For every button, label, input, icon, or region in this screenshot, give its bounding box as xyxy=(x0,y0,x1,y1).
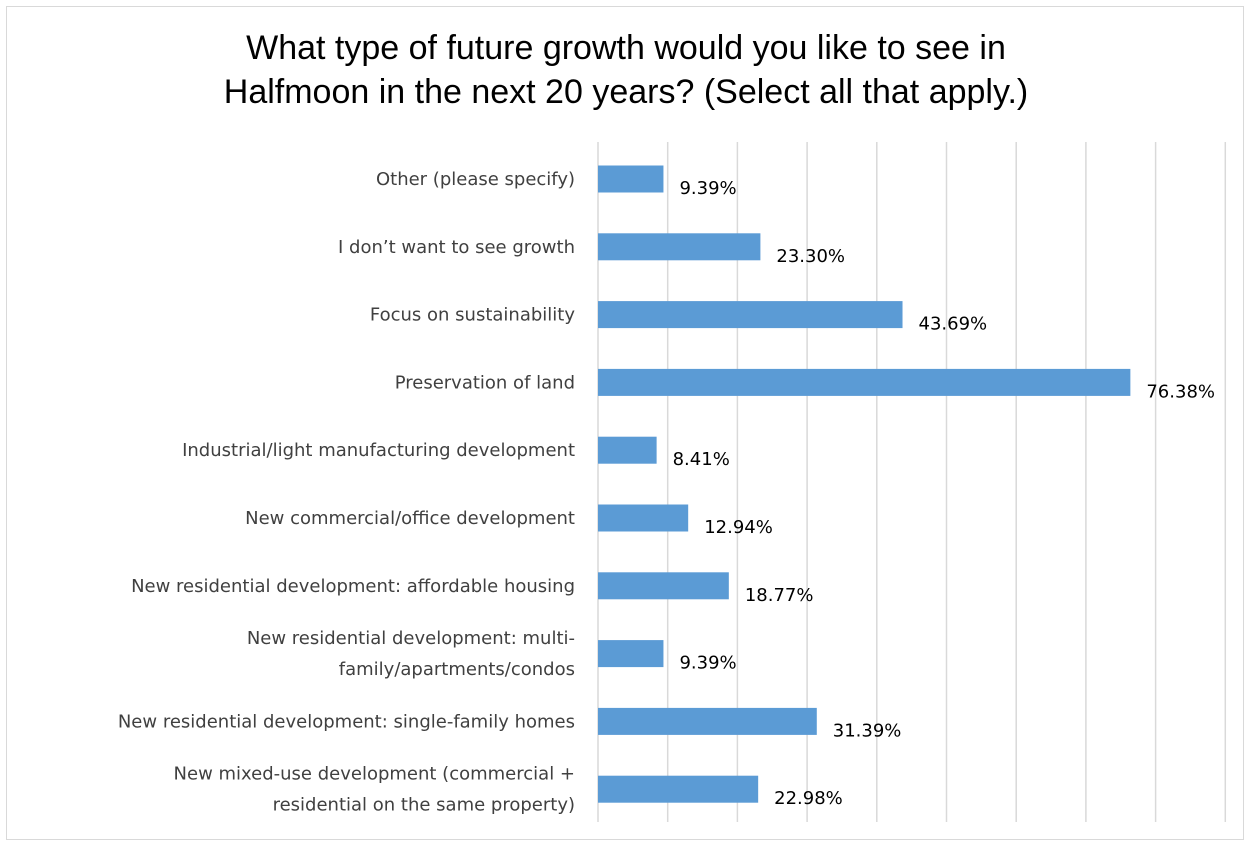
category-label-3: Preservation of land xyxy=(395,372,575,393)
bar-3 xyxy=(598,368,1131,396)
bar-4 xyxy=(598,436,657,464)
category-label-5: New commercial/office development xyxy=(245,508,575,529)
data-label-0: 9.39% xyxy=(679,178,736,199)
data-label-5: 12.94% xyxy=(704,517,773,538)
bars xyxy=(598,165,1131,803)
data-labels: 9.39% 23.30% 43.69% 76.38% 8.41% 12.94% 18.77%… xyxy=(673,178,1215,809)
category-label-6: New residential development: affordable … xyxy=(131,576,575,597)
category-label-9-line-1: New mixed-use development (commercial + xyxy=(174,764,575,785)
data-label-2: 43.69% xyxy=(919,314,988,335)
chart-frame xyxy=(6,6,1244,840)
category-labels: Other (please specify) I don’t want to se… xyxy=(118,169,575,816)
category-label-7-line-1: New residential development: multi- xyxy=(247,628,575,649)
category-label-4: Industrial/light manufacturing developme… xyxy=(182,440,575,461)
bar-2 xyxy=(598,301,903,329)
chart-title-line-1: What type of future growth would you lik… xyxy=(246,29,1006,67)
bar-6 xyxy=(598,572,729,600)
data-label-8: 31.39% xyxy=(833,720,902,741)
data-label-4: 8.41% xyxy=(673,449,730,470)
bar-5 xyxy=(598,504,689,532)
data-label-9: 22.98% xyxy=(774,788,843,809)
data-label-7: 9.39% xyxy=(679,653,736,674)
bar-7 xyxy=(598,640,664,668)
category-label-0: Other (please specify) xyxy=(376,169,575,190)
category-label-7-line-2: family/apartments/condos xyxy=(339,659,575,680)
bar-1 xyxy=(598,233,761,261)
bar-8 xyxy=(598,707,817,735)
data-label-1: 23.30% xyxy=(776,246,845,267)
data-label-6: 18.77% xyxy=(745,585,814,606)
bar-9 xyxy=(598,775,759,803)
category-label-8: New residential development: single-fami… xyxy=(118,711,575,732)
category-label-1: I don’t want to see growth xyxy=(338,237,575,258)
chart-title-line-2: Halfmoon in the next 20 years? (Select a… xyxy=(223,73,1029,111)
data-label-3: 76.38% xyxy=(1146,381,1215,402)
category-label-2: Focus on sustainability xyxy=(370,305,575,326)
category-label-9-line-2: residential on the same property) xyxy=(273,795,575,816)
bar-0 xyxy=(598,165,664,193)
chart-title: What type of future growth would you lik… xyxy=(0,26,1252,114)
